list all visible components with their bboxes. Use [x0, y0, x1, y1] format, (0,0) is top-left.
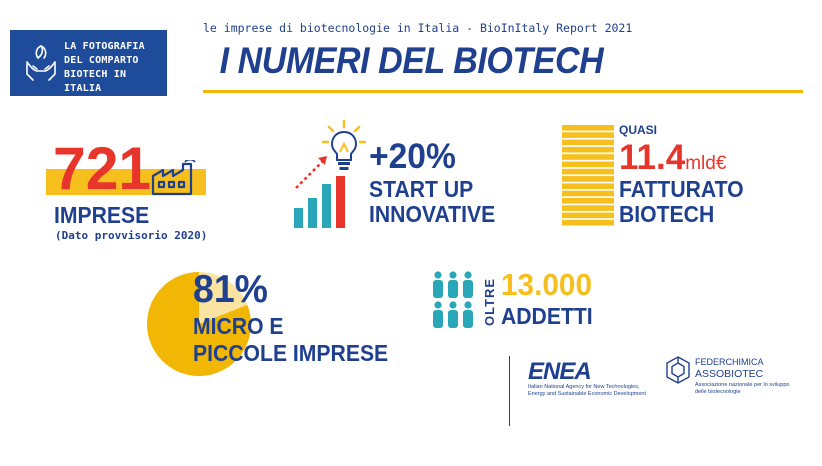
page-title: I NUMERI DEL BIOTECH [219, 40, 604, 81]
enea-caption: Energy and Sustainable Economic Developm… [528, 391, 647, 397]
coin [562, 132, 614, 138]
addetti-value: 13.000 [501, 267, 593, 302]
coin [562, 154, 614, 160]
title-underline [203, 90, 803, 93]
pie-chart-icon [147, 272, 251, 376]
person-figure [433, 271, 443, 298]
addetti-label: ADDETTI [501, 303, 593, 329]
assobiotec-line: delle biotecnologie [695, 389, 741, 395]
growth-chart-icon [294, 120, 367, 228]
page-subtitle: le imprese di biotecnologie in Italia - … [203, 21, 633, 35]
badge-text: LA FOTOGRAFIA DEL COMPARTO BIOTECH IN IT… [64, 40, 167, 96]
people-icon [433, 271, 473, 328]
person-figure [448, 301, 458, 328]
badge-line: DEL COMPARTO [64, 55, 139, 66]
assobiotec-line: Associazione nazionale per lo sviluppo [695, 382, 790, 388]
pie-slice-micro [147, 272, 251, 376]
imprese-label: IMPRESE [54, 202, 150, 228]
fatturato-number: 11.4 [619, 138, 686, 177]
fatturato-prefix: QUASI [619, 123, 658, 137]
coin [562, 139, 614, 146]
hands-leaf-icon [26, 45, 56, 81]
enea-caption: Italian National Agency for New Technolo… [528, 384, 640, 390]
addetti-prefix: OLTRE [482, 277, 497, 326]
micro-label: MICRO E [193, 313, 284, 339]
badge-line: BIOTECH IN ITALIA [64, 69, 127, 94]
lightbulb-icon [321, 120, 367, 170]
enea-logo: ENEA [528, 358, 592, 382]
imprese-value: 721 [53, 135, 152, 202]
coin [562, 125, 614, 131]
person-figure [448, 271, 458, 298]
startup-label: INNOVATIVE [369, 201, 496, 227]
coin [562, 190, 614, 197]
fatturato-value: 11.4mld€ [619, 138, 726, 178]
assobiotec-logo [666, 356, 690, 384]
micro-label: PICCOLE IMPRESE [193, 340, 389, 366]
coin [562, 198, 614, 204]
coin [562, 176, 614, 182]
coin [562, 212, 614, 219]
fatturato-unit: mld€ [685, 153, 727, 174]
fatturato-label: FATTURATO [619, 176, 744, 202]
startup-value: +20% [369, 137, 456, 176]
assobiotec-line: FEDERCHIMICA [695, 357, 764, 367]
header-badge: LA FOTOGRAFIA DEL COMPARTO BIOTECH IN IT… [10, 30, 167, 96]
coin [562, 183, 614, 189]
logo-divider [509, 356, 510, 426]
fatturato-label: BIOTECH [619, 201, 715, 227]
assobiotec-line: ASSOBIOTEC [695, 368, 764, 380]
startup-label: START UP [369, 176, 474, 202]
imprese-note: (Dato provvisorio 2020) [55, 229, 208, 242]
svg-text:ENEA: ENEA [528, 358, 591, 382]
factory-icon [151, 160, 196, 196]
coin [562, 146, 614, 153]
person-figure [433, 301, 443, 328]
coin [562, 161, 614, 168]
coin [562, 205, 614, 211]
badge-line: LA FOTOGRAFIA [64, 41, 145, 52]
person-figure [463, 301, 473, 328]
coin [562, 219, 614, 226]
micro-value: 81% [193, 268, 268, 311]
coin [562, 168, 614, 175]
person-figure [463, 271, 473, 298]
coin-stack-icon [562, 125, 614, 226]
